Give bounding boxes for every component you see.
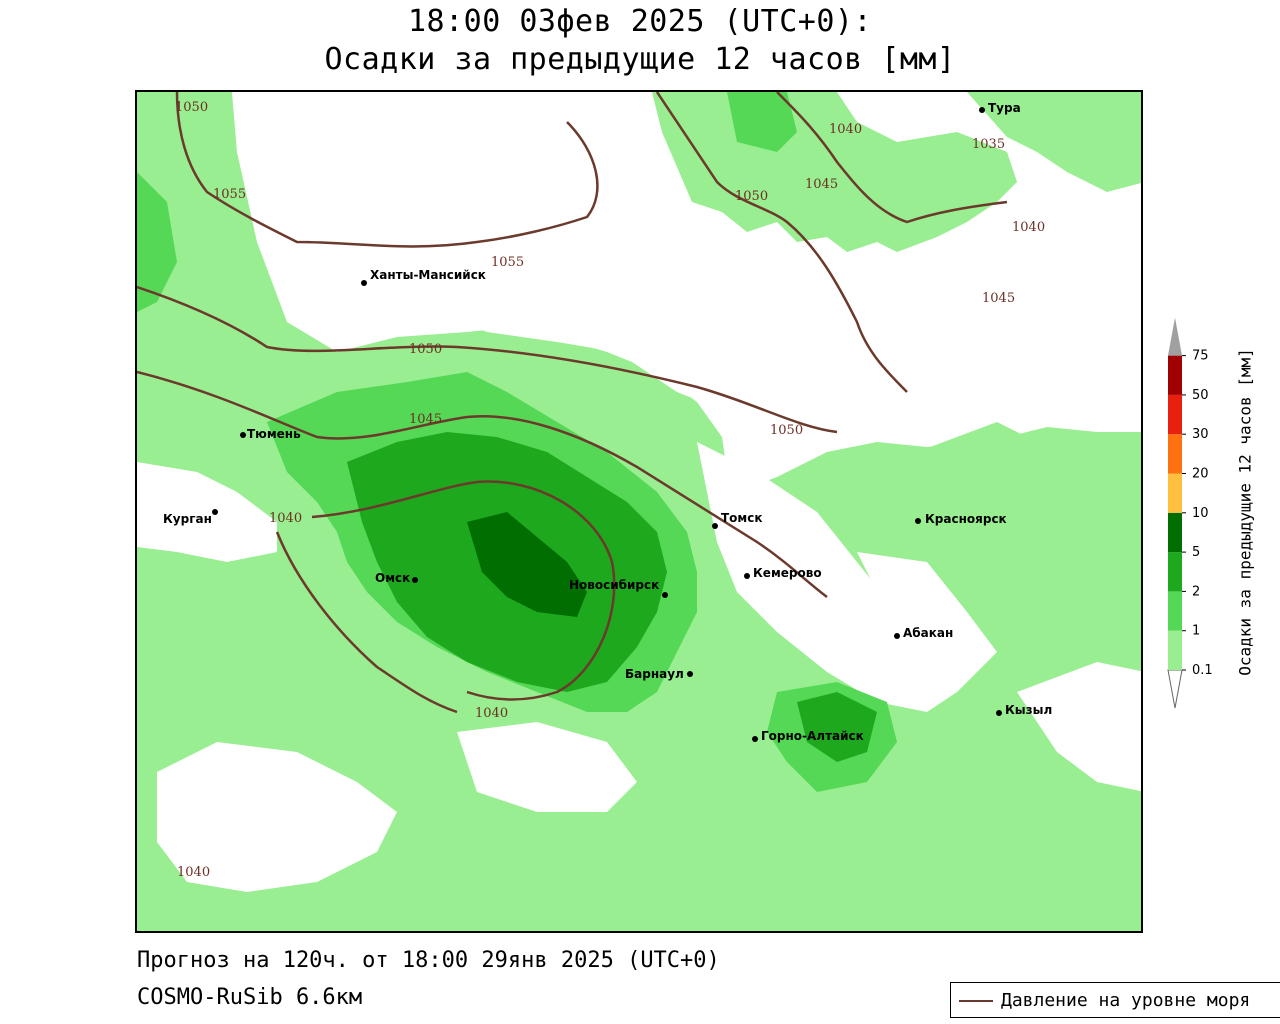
isobar-label: 1050	[409, 342, 442, 357]
colorbar-swatch	[1168, 552, 1182, 592]
isobar-label: 1040	[269, 511, 302, 526]
colorbar-tick-label: 20	[1192, 467, 1209, 482]
forecast-info: Прогноз на 120ч. от 18:00 29янв 2025 (UT…	[137, 948, 720, 973]
map-canvas: Тура Ханты-Мансийск Тюмень Курган Омск Н…	[137, 92, 1141, 931]
isobar-label: 1040	[475, 706, 508, 721]
colorbar-tick-label: 0.1	[1192, 663, 1213, 678]
city-label-tomsk: Томск	[721, 511, 763, 525]
colorbar-title-text: Осадки за предыдущие 12 часов [мм]	[1235, 348, 1255, 676]
isobar-label: 1040	[829, 122, 862, 137]
isobar-label: 1050	[735, 189, 768, 204]
colorbar-over-tip	[1168, 317, 1182, 356]
city-label-novosibirsk: Новосибирск	[569, 578, 659, 592]
city-label-abakan: Абакан	[903, 626, 953, 640]
colorbar-tick-label: 10	[1192, 506, 1209, 521]
isobar-label: 1055	[491, 255, 524, 270]
isobar-label: 1050	[770, 423, 803, 438]
precipitation-colorbar: 0.1 1 2 5 10 20 30 50 75	[1160, 314, 1240, 718]
colorbar-swatch	[1168, 355, 1182, 395]
isobar-label: 1045	[805, 177, 838, 192]
map-title-time: 18:00 03фев 2025 (UTC+0):	[407, 4, 873, 39]
colorbar-swatch	[1168, 630, 1182, 670]
isobar-lines	[137, 92, 1008, 714]
isobar-legend-label: Давление на уровне моря	[1001, 990, 1251, 1011]
city-label-kemerovo: Кемерово	[753, 566, 822, 580]
city-label-kurgan: Курган	[163, 512, 212, 526]
colorbar-swatch	[1168, 591, 1182, 631]
colorbar-tick-label: 5	[1192, 545, 1200, 560]
colorbar-swatches	[1167, 317, 1183, 709]
isobar-label: 1040	[1012, 220, 1045, 235]
colorbar-tick-label: 30	[1192, 427, 1209, 442]
colorbar-tick-label: 75	[1192, 349, 1209, 364]
model-name: COSMO-RuSib 6.6км	[137, 985, 363, 1010]
city-label-kyzyl: Кызыл	[1005, 703, 1052, 717]
isobar-legend: Давление на уровне моря	[950, 982, 1280, 1018]
colorbar-tick-label: 1	[1192, 624, 1200, 639]
city-label-barnaul: Барнаул	[625, 667, 684, 681]
city-label-tura: Тура	[988, 101, 1021, 115]
city-markers: Тура Ханты-Мансийск Тюмень Курган Омск Н…	[163, 101, 1052, 743]
isobar-legend-line	[959, 1000, 993, 1002]
colorbar-tick-label: 50	[1192, 388, 1209, 403]
no-precip-area	[137, 92, 1141, 892]
city-label-khanty-mansiysk: Ханты-Мансийск	[370, 268, 486, 282]
isobar-label: 1055	[213, 187, 246, 202]
isobar-label: 1040	[177, 865, 210, 880]
colorbar-swatch	[1168, 512, 1182, 553]
city-label-gorno-altaysk: Горно-Алтайск	[761, 729, 864, 743]
city-label-omsk: Омск	[375, 571, 410, 585]
city-label-krasnoyarsk: Красноярск	[925, 512, 1007, 526]
isobar-label: 1035	[972, 137, 1005, 152]
colorbar-swatch	[1168, 473, 1182, 513]
isobar-label: 1045	[982, 291, 1015, 306]
colorbar-under-tip	[1167, 669, 1183, 709]
precipitation-map: Тура Ханты-Мансийск Тюмень Курган Омск Н…	[135, 90, 1143, 933]
isobar-label: 1050	[175, 100, 208, 115]
isobar-value-labels: 1050 1055 1055 1040 1035 1050 1045 1040 …	[175, 100, 1045, 880]
colorbar-tick-label: 2	[1192, 584, 1200, 599]
colorbar-swatch	[1168, 434, 1182, 474]
city-label-tyumen: Тюмень	[247, 427, 301, 441]
map-title-variable: Осадки за предыдущие 12 часов [мм]	[324, 42, 956, 77]
precip-very-heavy-area	[467, 512, 587, 617]
isobar-label: 1045	[409, 412, 442, 427]
colorbar-ticks: 0.1 1 2 5 10 20 30 50 75	[1182, 349, 1213, 678]
colorbar-swatch	[1168, 394, 1182, 435]
